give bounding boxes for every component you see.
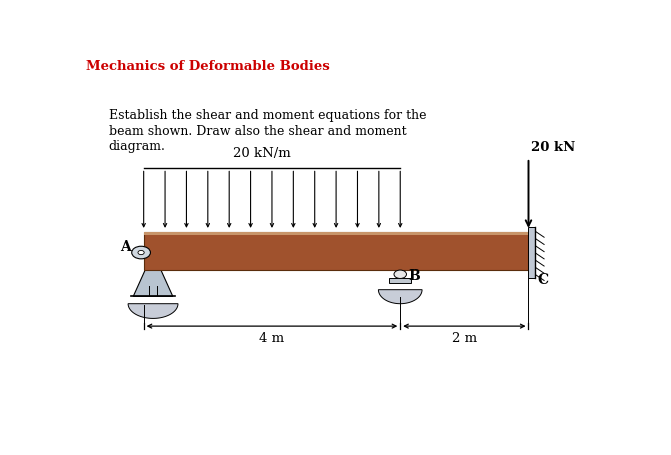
Polygon shape [134, 253, 173, 296]
Circle shape [132, 246, 150, 259]
Text: Establish the shear and moment equations for the: Establish the shear and moment equations… [109, 109, 426, 122]
Text: C: C [537, 273, 548, 287]
Text: 20 kN: 20 kN [531, 142, 575, 154]
Text: 20 kN/m: 20 kN/m [233, 147, 291, 160]
Text: Mechanics of Deformable Bodies: Mechanics of Deformable Bodies [87, 60, 330, 73]
Polygon shape [144, 232, 529, 270]
Text: beam shown. Draw also the shear and moment: beam shown. Draw also the shear and mome… [109, 125, 407, 138]
Text: diagram.: diagram. [109, 141, 166, 153]
Text: 2 m: 2 m [452, 332, 477, 345]
Text: B: B [408, 269, 420, 283]
Circle shape [138, 250, 144, 255]
Polygon shape [389, 278, 411, 283]
Polygon shape [529, 228, 535, 278]
Polygon shape [144, 232, 529, 235]
Circle shape [394, 270, 407, 278]
Polygon shape [378, 290, 422, 303]
Text: A: A [120, 240, 131, 254]
Text: 4 m: 4 m [260, 332, 285, 345]
Polygon shape [128, 303, 178, 318]
